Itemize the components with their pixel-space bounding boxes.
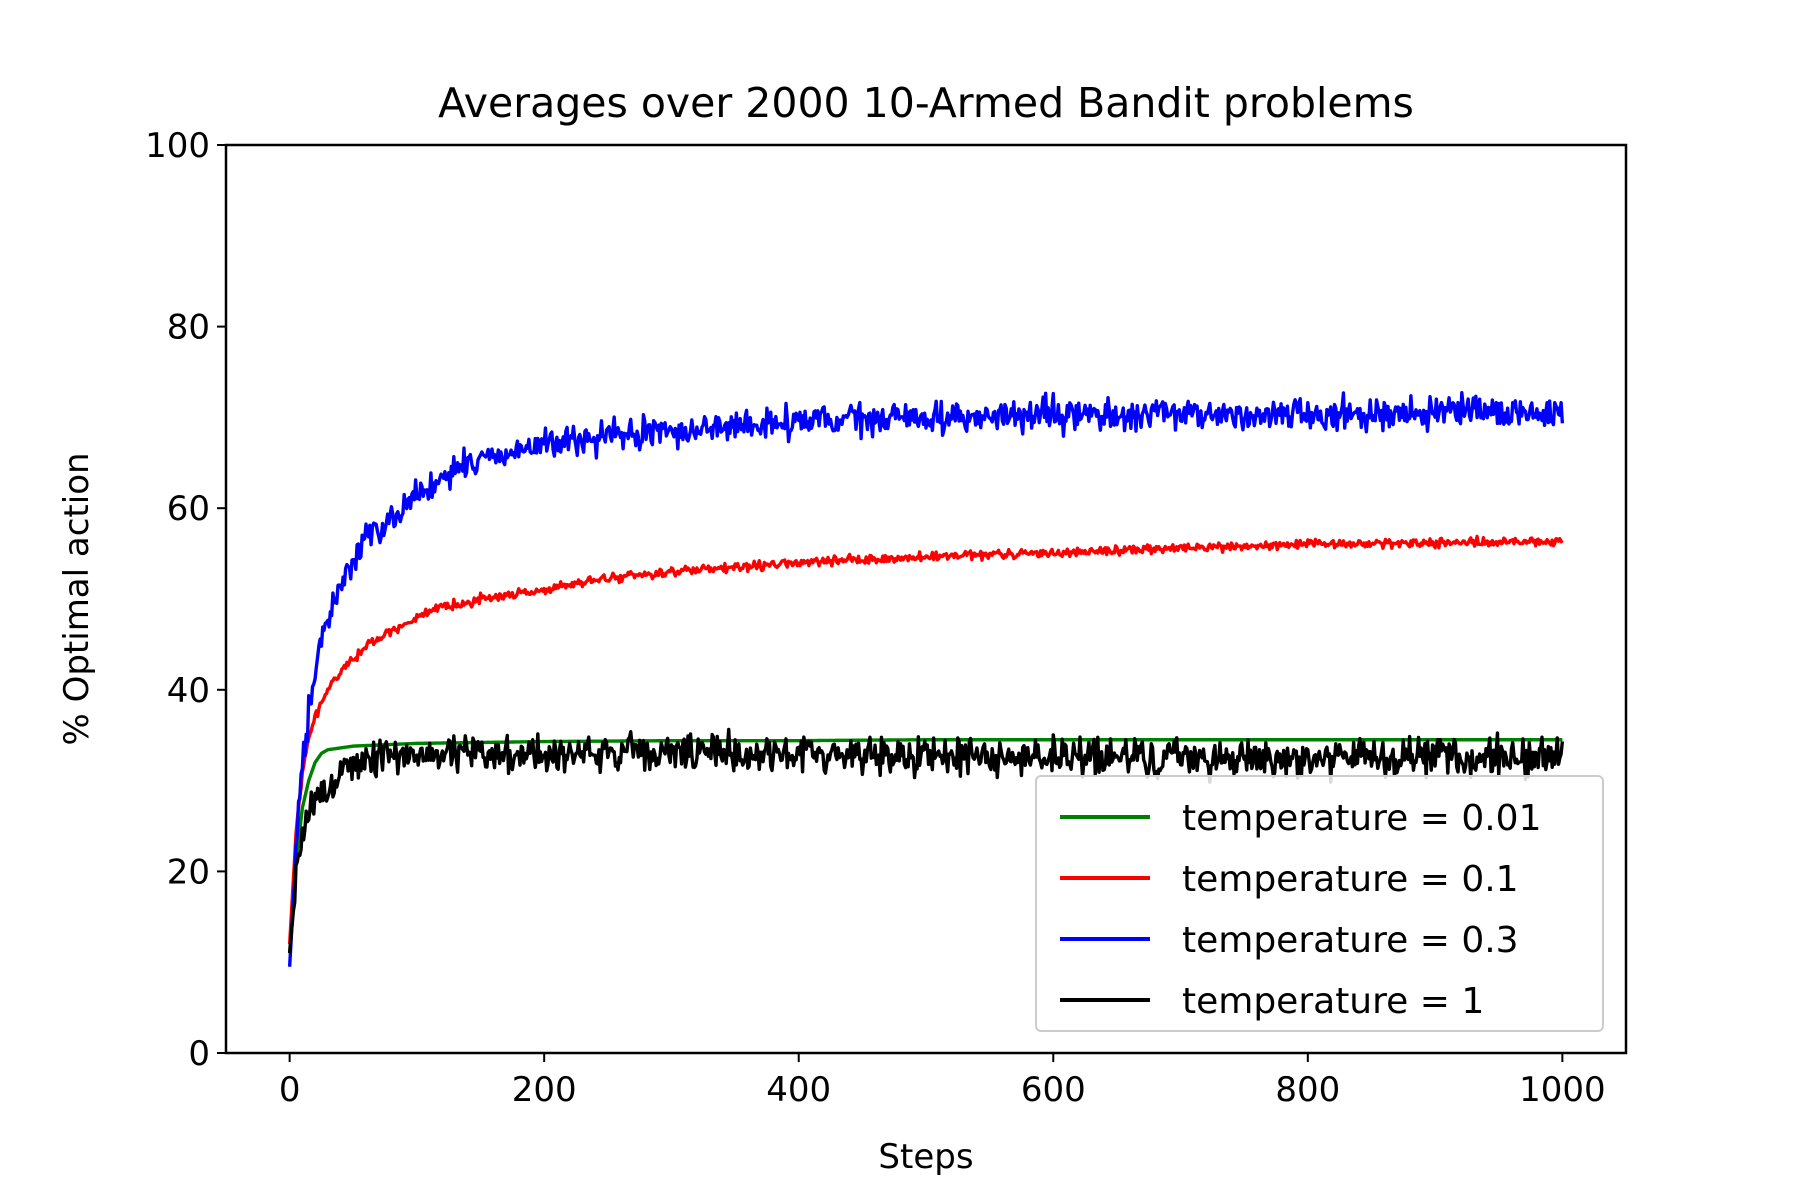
y-tick-label: 60 <box>167 489 210 529</box>
plot-frame <box>224 143 1628 1055</box>
series-line <box>287 390 1565 967</box>
y-tick-label: 0 <box>188 1034 210 1074</box>
series-line <box>287 534 1564 945</box>
y-axis-label: % Optimal action <box>57 452 97 745</box>
x-tick-label: 600 <box>1021 1070 1086 1110</box>
legend-label: temperature = 1 <box>1182 981 1484 1022</box>
x-tick-label: 0 <box>279 1070 301 1110</box>
y-tick-label: 40 <box>167 671 210 711</box>
x-tick-label: 1000 <box>1519 1070 1606 1110</box>
x-axis-ticks: 0 200 400 600 800 1000 <box>279 1053 1606 1110</box>
series-layer <box>287 390 1565 967</box>
series-line <box>287 727 1565 954</box>
series-line <box>287 738 1563 954</box>
legend-label: temperature = 0.01 <box>1182 798 1542 839</box>
x-tick-label: 800 <box>1275 1070 1340 1110</box>
chart-title: Averages over 2000 10-Armed Bandit probl… <box>438 79 1414 127</box>
y-tick-label: 20 <box>167 852 210 892</box>
legend: temperature = 0.01 temperature = 0.1 tempe… <box>1035 775 1604 1032</box>
x-tick-label: 400 <box>766 1070 831 1110</box>
y-axis-ticks: 0 20 40 60 80 100 <box>145 126 226 1074</box>
y-tick-label: 100 <box>145 126 210 166</box>
legend-box <box>1035 775 1604 1032</box>
x-tick-label: 200 <box>512 1070 577 1110</box>
y-tick-label: 80 <box>167 308 210 348</box>
legend-label: temperature = 0.3 <box>1182 920 1519 961</box>
legend-label: temperature = 0.1 <box>1182 859 1519 900</box>
x-axis-label: Steps <box>878 1137 973 1177</box>
